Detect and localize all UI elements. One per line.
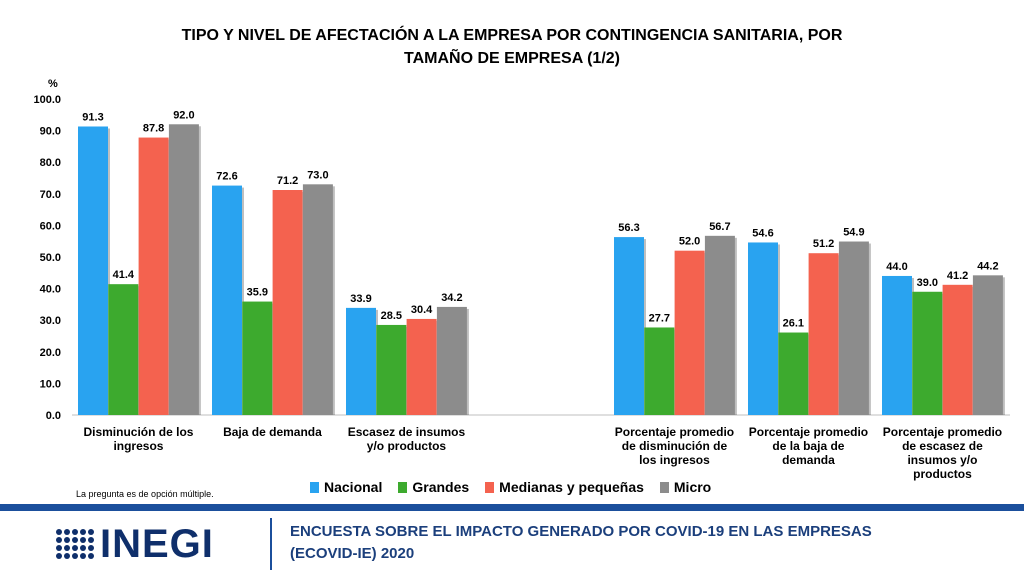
bar-grandes <box>242 301 273 415</box>
data-label: 41.4 <box>113 269 135 281</box>
y-tick-label: 70.0 <box>40 189 61 201</box>
bar-chart: % 0.0 10.0 20.0 30.0 40.0 50.0 60.0 70.0 80.0 90.0… <box>33 78 1010 481</box>
data-label: 33.9 <box>350 293 371 305</box>
legend-swatch <box>398 481 408 493</box>
footer-band <box>0 511 1024 576</box>
legend-item: Micro <box>659 479 712 495</box>
y-tick-label: 100.0 <box>33 94 61 106</box>
legend-swatch <box>310 481 319 493</box>
legend-item: Nacional <box>310 479 382 495</box>
inegi-logo-text: INEGI <box>100 522 214 566</box>
data-label: 27.7 <box>649 312 670 324</box>
bar-grandes <box>644 327 675 415</box>
bar-medianas-y-pequeñas <box>138 137 169 415</box>
bar-medianas-y-pequeñas <box>674 250 705 415</box>
legend-item: Grandes <box>398 479 469 495</box>
data-label: 87.8 <box>143 123 164 135</box>
y-tick-label: 30.0 <box>40 315 61 327</box>
bar-grandes <box>778 332 809 415</box>
bar-nacional <box>614 237 644 415</box>
data-label: 51.2 <box>813 238 834 250</box>
data-label: 26.1 <box>783 318 804 330</box>
bar-grandes <box>108 284 139 415</box>
data-label: 71.2 <box>277 175 298 187</box>
legend-item: Medianas y pequeñas <box>485 479 644 495</box>
survey-title: ENCUESTA SOBRE EL IMPACTO GENERADO POR C… <box>290 521 990 565</box>
data-label: 73.0 <box>307 169 328 181</box>
category-label: Porcentaje promedio de disminución de los … <box>615 425 734 467</box>
y-tick-label: 0.0 <box>46 410 61 422</box>
data-label: 92.0 <box>173 109 194 121</box>
category-label: Disminución de los ingresos <box>83 425 193 453</box>
bar-nacional <box>346 307 376 415</box>
bar-micro <box>838 241 869 415</box>
bar-medianas-y-pequeñas <box>808 253 839 415</box>
inegi-logo: INEGI <box>56 523 236 565</box>
legend-swatch <box>485 481 495 493</box>
data-label: 72.6 <box>216 171 237 183</box>
legend-label: Micro <box>673 479 712 495</box>
data-label: 34.2 <box>441 292 462 304</box>
footer-divider <box>0 504 1024 511</box>
data-label: 54.9 <box>843 227 864 239</box>
chart-legend: Nacional Grandes Medianas y pequeñas Micro <box>310 477 750 497</box>
bar-medianas-y-pequeñas <box>406 318 437 415</box>
y-tick-label: 40.0 <box>40 284 61 296</box>
category-label: Porcentaje promedio de la baja de demanda <box>749 425 868 467</box>
data-label: 28.5 <box>381 310 402 322</box>
data-label: 44.2 <box>977 260 998 272</box>
y-tick-label: 90.0 <box>40 126 61 138</box>
legend-label: Grandes <box>412 479 470 495</box>
data-label: 30.4 <box>411 304 433 316</box>
category-label: Baja de demanda <box>223 425 322 439</box>
inegi-logo-dots-icon <box>56 529 94 559</box>
data-label: 54.6 <box>752 227 773 239</box>
data-label: 91.3 <box>82 111 103 123</box>
bar-nacional <box>882 275 912 415</box>
y-tick-label: 80.0 <box>40 157 61 169</box>
bar-nacional <box>78 126 108 415</box>
data-label: 39.0 <box>917 277 938 289</box>
category-label: Porcentaje promedio de escasez de insumos … <box>883 425 1002 481</box>
chart-title-line1: TIPO Y NIVEL DE AFECTACIÓN A LA EMPRESA … <box>181 27 843 44</box>
bar-medianas-y-pequeñas <box>942 284 973 415</box>
footnote: La pregunta es de opción múltiple. <box>76 489 214 499</box>
bar-micro <box>302 184 333 415</box>
bar-grandes <box>376 324 407 415</box>
y-axis-label: % <box>48 78 58 90</box>
data-label: 41.2 <box>947 270 968 282</box>
data-label: 44.0 <box>886 261 907 273</box>
data-label: 56.3 <box>618 222 639 234</box>
data-label: 35.9 <box>247 287 268 299</box>
bar-micro <box>704 235 735 415</box>
bar-nacional <box>748 242 778 415</box>
bar-micro <box>436 306 467 415</box>
legend-label: Medianas y pequeñas <box>499 479 644 495</box>
legend-label: Nacional <box>324 479 383 495</box>
y-tick-label: 10.0 <box>40 378 61 390</box>
bar-nacional <box>212 185 242 415</box>
chart-title: TIPO Y NIVEL DE AFECTACIÓN A LA EMPRESA … <box>112 24 912 70</box>
legend-swatch <box>659 481 669 493</box>
category-label: Escasez de insumos y/o productos <box>348 425 466 453</box>
y-tick-label: 20.0 <box>40 347 61 359</box>
data-label: 52.0 <box>679 236 700 248</box>
bar-micro <box>972 275 1003 415</box>
bar-micro <box>168 124 199 415</box>
bar-grandes <box>912 291 943 415</box>
y-tick-label: 60.0 <box>40 220 61 232</box>
y-tick-label: 50.0 <box>40 252 61 264</box>
footer-separator <box>270 518 272 570</box>
survey-title-line2: (ECOVID-IE) 2020 <box>290 545 415 562</box>
data-label: 56.7 <box>709 221 730 233</box>
bar-medianas-y-pequeñas <box>272 190 303 415</box>
chart-title-line2: TAMAÑO DE EMPRESA (1/2) <box>403 50 620 67</box>
survey-title-line1: ENCUESTA SOBRE EL IMPACTO GENERADO POR C… <box>290 523 872 540</box>
